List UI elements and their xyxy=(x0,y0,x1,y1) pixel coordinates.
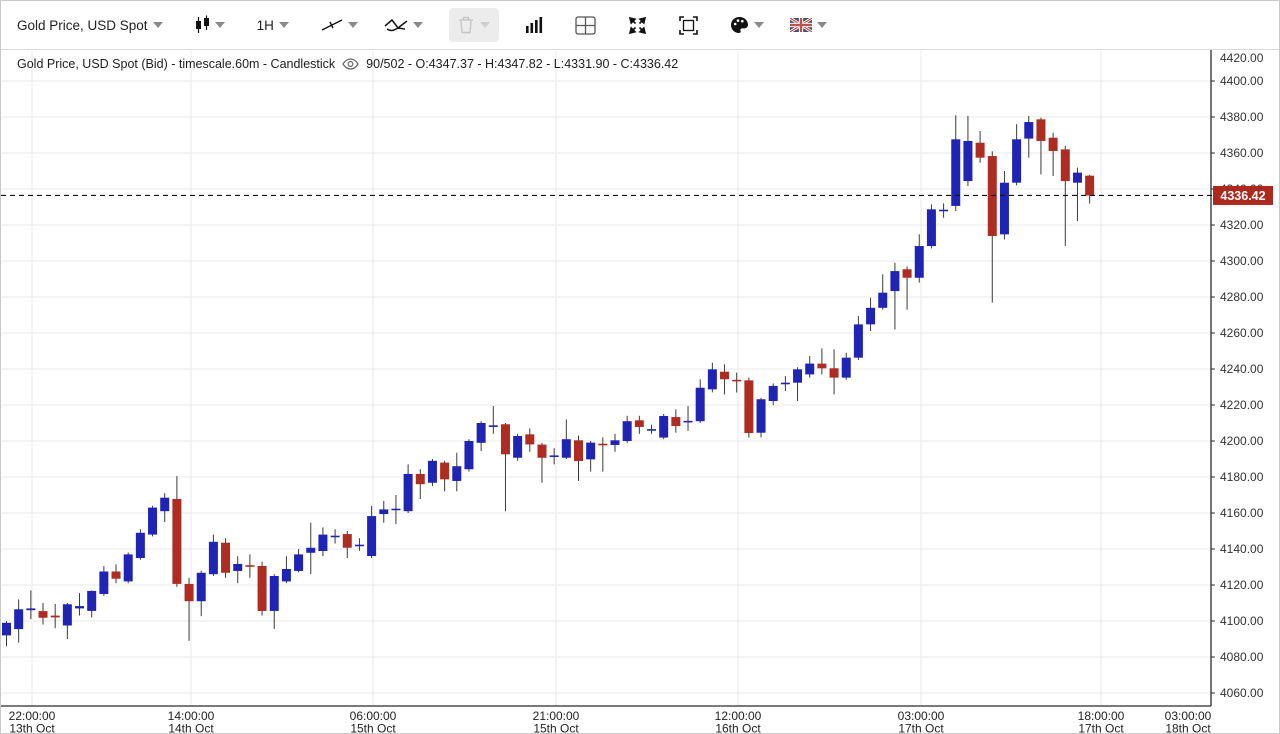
indicator-wave-icon xyxy=(384,17,408,33)
frame-icon xyxy=(679,15,698,35)
chart-toolbar: Gold Price, USD Spot 1H xyxy=(1,1,1279,50)
svg-text:4320.00: 4320.00 xyxy=(1220,218,1264,232)
trend-line-icon xyxy=(321,18,343,32)
snapshot-button[interactable] xyxy=(679,15,698,35)
chevron-down-icon xyxy=(479,22,490,28)
svg-text:4260.00: 4260.00 xyxy=(1220,326,1264,340)
svg-text:17th Oct: 17th Oct xyxy=(1078,722,1124,734)
svg-text:16th Oct: 16th Oct xyxy=(715,722,761,734)
layout-button[interactable] xyxy=(575,15,596,35)
trash-icon xyxy=(458,16,474,34)
visibility-eye-icon[interactable] xyxy=(342,58,359,70)
svg-text:03:00:00: 03:00:00 xyxy=(898,709,945,723)
svg-text:15th Oct: 15th Oct xyxy=(533,722,579,734)
series-title: Gold Price, USD Spot (Bid) - timescale.6… xyxy=(17,57,336,71)
svg-text:06:00:00: 06:00:00 xyxy=(350,709,397,723)
language-selector[interactable] xyxy=(789,18,827,32)
drawing-tools-selector[interactable] xyxy=(321,18,358,32)
theme-selector[interactable] xyxy=(730,16,764,34)
svg-text:14th Oct: 14th Oct xyxy=(168,722,214,734)
chevron-down-icon xyxy=(412,22,423,28)
svg-text:4140.00: 4140.00 xyxy=(1220,542,1264,556)
svg-text:15th Oct: 15th Oct xyxy=(350,722,396,734)
svg-text:4240.00: 4240.00 xyxy=(1220,362,1264,376)
svg-text:4400.00: 4400.00 xyxy=(1220,74,1264,88)
candlestick-icon xyxy=(195,15,210,35)
chevron-down-icon xyxy=(214,22,225,28)
svg-text:4380.00: 4380.00 xyxy=(1220,110,1264,124)
chevron-down-icon xyxy=(347,22,358,28)
svg-text:4160.00: 4160.00 xyxy=(1220,506,1264,520)
instrument-label: Gold Price, USD Spot xyxy=(17,17,148,33)
delete-drawings-button[interactable] xyxy=(448,8,499,42)
timeframe-label: 1H xyxy=(256,17,274,33)
chart-type-selector[interactable] xyxy=(195,15,225,35)
svg-text:4060.00: 4060.00 xyxy=(1220,686,1264,700)
svg-text:4080.00: 4080.00 xyxy=(1220,650,1264,664)
chevron-down-icon xyxy=(816,22,827,28)
svg-text:12:00:00: 12:00:00 xyxy=(715,709,762,723)
ohlc-readout: 90/502 - O:4347.37 - H:4347.82 - L:4331.… xyxy=(366,57,679,71)
svg-text:18:00:00: 18:00:00 xyxy=(1078,709,1125,723)
chevron-down-icon xyxy=(753,22,764,28)
expand-arrows-icon xyxy=(628,16,647,35)
indicators-selector[interactable] xyxy=(384,17,423,33)
volume-bars-icon xyxy=(525,16,543,34)
svg-text:18th Oct: 18th Oct xyxy=(1165,722,1211,734)
palette-icon xyxy=(730,16,749,34)
svg-text:21:00:00: 21:00:00 xyxy=(533,709,580,723)
svg-text:4280.00: 4280.00 xyxy=(1220,290,1264,304)
chevron-down-icon xyxy=(152,22,163,28)
svg-text:4420.00: 4420.00 xyxy=(1220,51,1264,65)
uk-flag-icon xyxy=(789,18,812,32)
chart-legend-row: Gold Price, USD Spot (Bid) - timescale.6… xyxy=(17,57,678,71)
svg-text:17th Oct: 17th Oct xyxy=(898,722,944,734)
svg-text:4300.00: 4300.00 xyxy=(1220,254,1264,268)
fullscreen-button[interactable] xyxy=(628,16,647,35)
svg-text:14:00:00: 14:00:00 xyxy=(168,709,215,723)
svg-text:03:00:00: 03:00:00 xyxy=(1165,709,1212,723)
svg-text:4336.42: 4336.42 xyxy=(1220,189,1265,203)
instrument-selector[interactable]: Gold Price, USD Spot xyxy=(17,18,163,33)
svg-text:13th Oct: 13th Oct xyxy=(9,722,55,734)
chevron-down-icon xyxy=(278,22,289,28)
volume-button[interactable] xyxy=(525,16,543,34)
window-grid-icon xyxy=(575,15,596,35)
svg-text:22:00:00: 22:00:00 xyxy=(9,709,56,723)
svg-text:4360.00: 4360.00 xyxy=(1220,146,1264,160)
svg-text:4180.00: 4180.00 xyxy=(1220,470,1264,484)
timeframe-selector[interactable]: 1H xyxy=(257,18,289,33)
svg-text:4120.00: 4120.00 xyxy=(1220,578,1264,592)
svg-text:4100.00: 4100.00 xyxy=(1220,614,1264,628)
svg-text:4200.00: 4200.00 xyxy=(1220,434,1264,448)
svg-text:4220.00: 4220.00 xyxy=(1220,398,1264,412)
